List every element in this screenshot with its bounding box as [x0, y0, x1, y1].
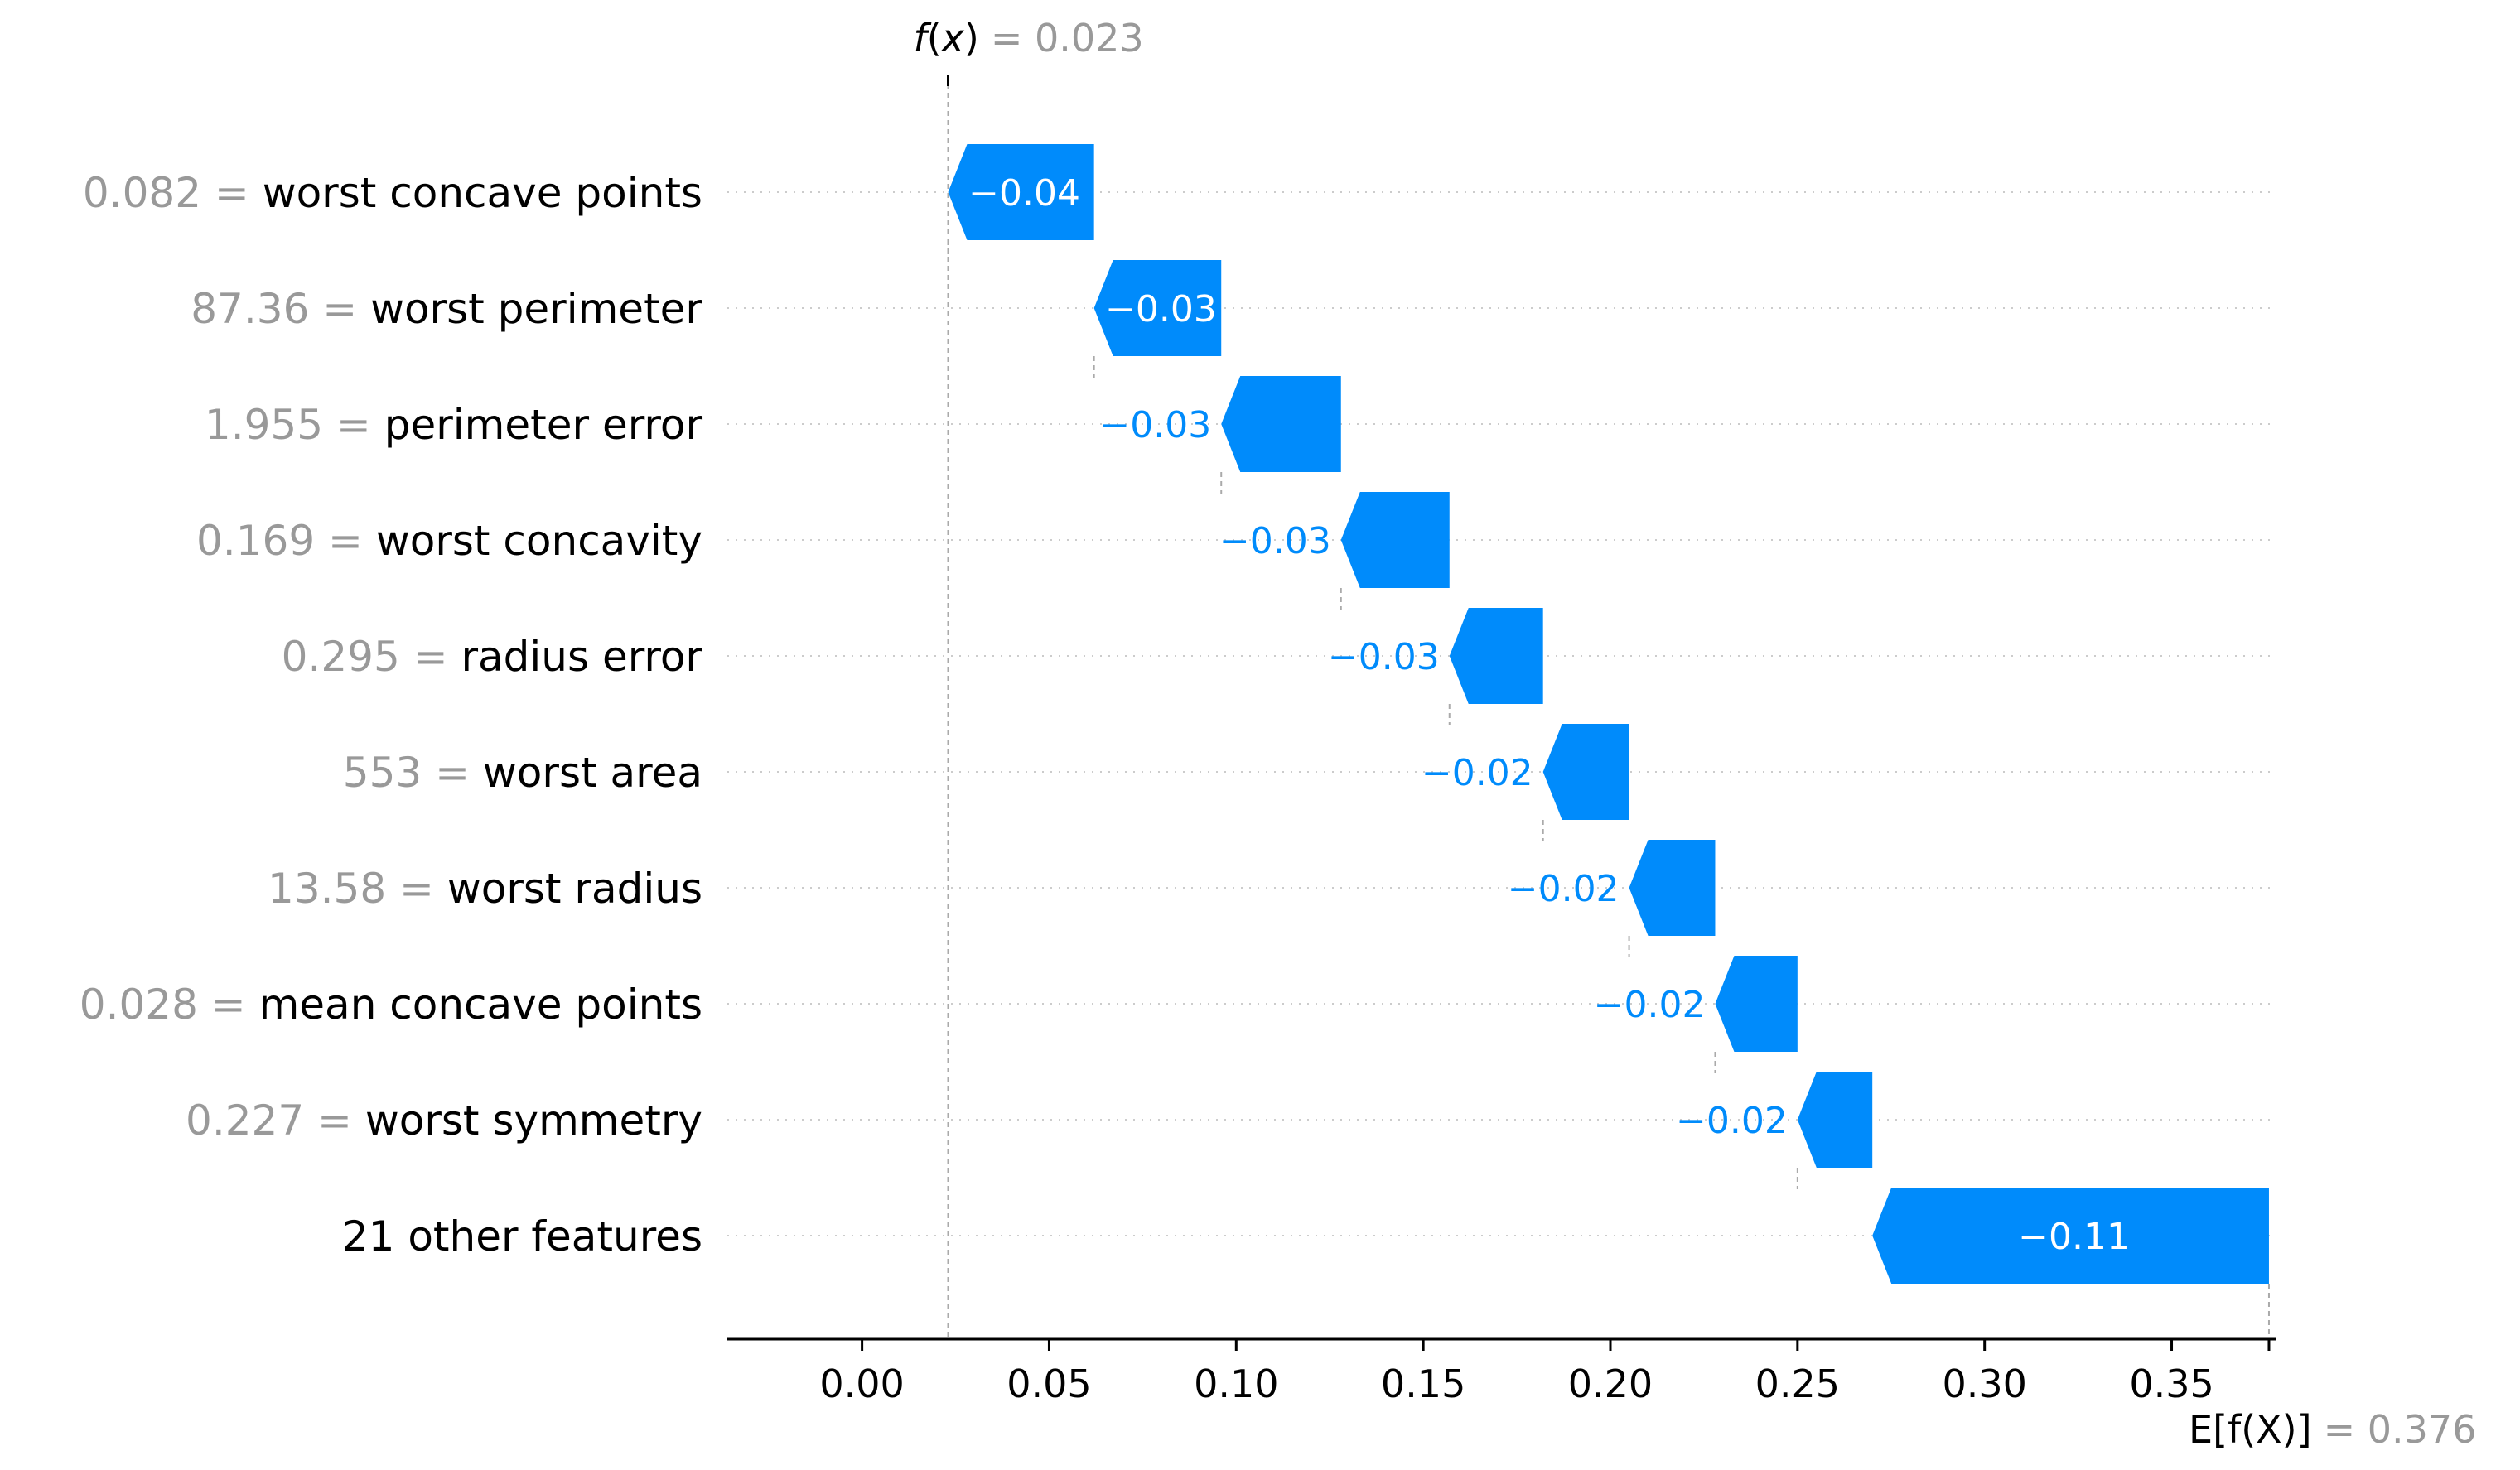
- x-axis: 0.00 0.05 0.10 0.15 0.20 0.25 0.30 0.35: [727, 1337, 2276, 1406]
- feature-value: 0.295 =: [282, 633, 461, 681]
- feature-label: 1.955 = perimeter error: [205, 401, 703, 449]
- feature-name: perimeter error: [384, 401, 703, 449]
- shap-bar: [1797, 1072, 1873, 1168]
- shap-value-label: −0.03: [1328, 636, 1440, 678]
- efx-annotation: E[f(X)] = 0.376: [2189, 1407, 2476, 1452]
- feature-value: 0.227 =: [186, 1096, 365, 1145]
- x-tick-label: 0.00: [819, 1362, 904, 1406]
- feature-label: 21 other features: [342, 1212, 702, 1260]
- feature-name: radius error: [461, 633, 702, 681]
- shap-value-label: −0.02: [1594, 984, 1706, 1026]
- feature-name: worst symmetry: [365, 1096, 702, 1145]
- shap-bar: [1093, 260, 1222, 356]
- annotations: f(x) = 0.023 E[f(X)] = 0.376: [913, 16, 2476, 1452]
- shap-value-label: −0.03: [1099, 404, 1211, 446]
- feature-name: worst concavity: [376, 517, 702, 565]
- row-gridlines: [727, 191, 2276, 1236]
- feature-name: mean concave points: [259, 981, 702, 1029]
- shap-bar: [948, 144, 1094, 240]
- feature-value: 87.36 =: [191, 285, 370, 333]
- feature-value: 0.028 =: [80, 981, 259, 1029]
- feature-value: 0.169 =: [196, 517, 376, 565]
- x-tick-label: 0.25: [1755, 1362, 1840, 1406]
- bars: −0.04 −0.03 −0.03 −0.03 −0.03 −0.02 −0.02 −0.02…: [948, 144, 2269, 1284]
- feature-name: worst perimeter: [370, 285, 702, 333]
- shap-value-label: −0.02: [1508, 868, 1620, 910]
- feature-name: 21 other features: [342, 1212, 702, 1260]
- shap-value-label: −0.11: [2018, 1216, 2130, 1258]
- feature-label: 87.36 = worst perimeter: [191, 285, 702, 333]
- feature-label: 0.082 = worst concave points: [83, 169, 702, 217]
- shap-bar: [1340, 492, 1450, 588]
- fx-annotation: f(x) = 0.023: [913, 16, 1143, 60]
- x-tick-label: 0.20: [1568, 1362, 1653, 1406]
- feature-label: 0.028 = mean concave points: [80, 981, 702, 1029]
- feature-name: worst concave points: [263, 169, 702, 217]
- shap-value-label: −0.03: [1219, 520, 1331, 562]
- shap-value-label: −0.02: [1422, 752, 1533, 794]
- feature-label: 553 = worst area: [343, 749, 702, 797]
- feature-value: 1.955 =: [205, 401, 384, 449]
- shap-value-label: −0.04: [968, 172, 1080, 214]
- guide-lines: [946, 75, 2271, 1351]
- shap-bar: [1872, 1188, 2269, 1284]
- feature-label: 0.295 = radius error: [282, 633, 703, 681]
- feature-labels: 0.082 = worst concave points 87.36 = wors…: [80, 169, 703, 1260]
- feature-label: 0.169 = worst concavity: [196, 517, 702, 565]
- feature-name: worst radius: [447, 865, 702, 913]
- x-tick-label: 0.05: [1007, 1362, 1091, 1406]
- shap-bar: [1629, 840, 1716, 936]
- feature-value: 553 =: [343, 749, 483, 797]
- feature-value: 0.082 =: [83, 169, 263, 217]
- feature-label: 13.58 = worst radius: [268, 865, 702, 913]
- shap-bar: [1542, 724, 1629, 820]
- x-tick-label: 0.15: [1381, 1362, 1465, 1406]
- x-tick-label: 0.10: [1194, 1362, 1278, 1406]
- shap-value-label: −0.03: [1105, 288, 1217, 330]
- shap-bar: [1221, 376, 1341, 472]
- x-tick-label: 0.30: [1942, 1362, 2026, 1406]
- shap-bar: [1715, 956, 1798, 1052]
- feature-name: worst area: [483, 749, 702, 797]
- shap-bar: [1449, 608, 1543, 704]
- feature-value: 13.58 =: [268, 865, 447, 913]
- shap-value-label: −0.02: [1676, 1100, 1788, 1142]
- feature-label: 0.227 = worst symmetry: [186, 1096, 702, 1145]
- x-tick-label: 0.35: [2129, 1362, 2213, 1406]
